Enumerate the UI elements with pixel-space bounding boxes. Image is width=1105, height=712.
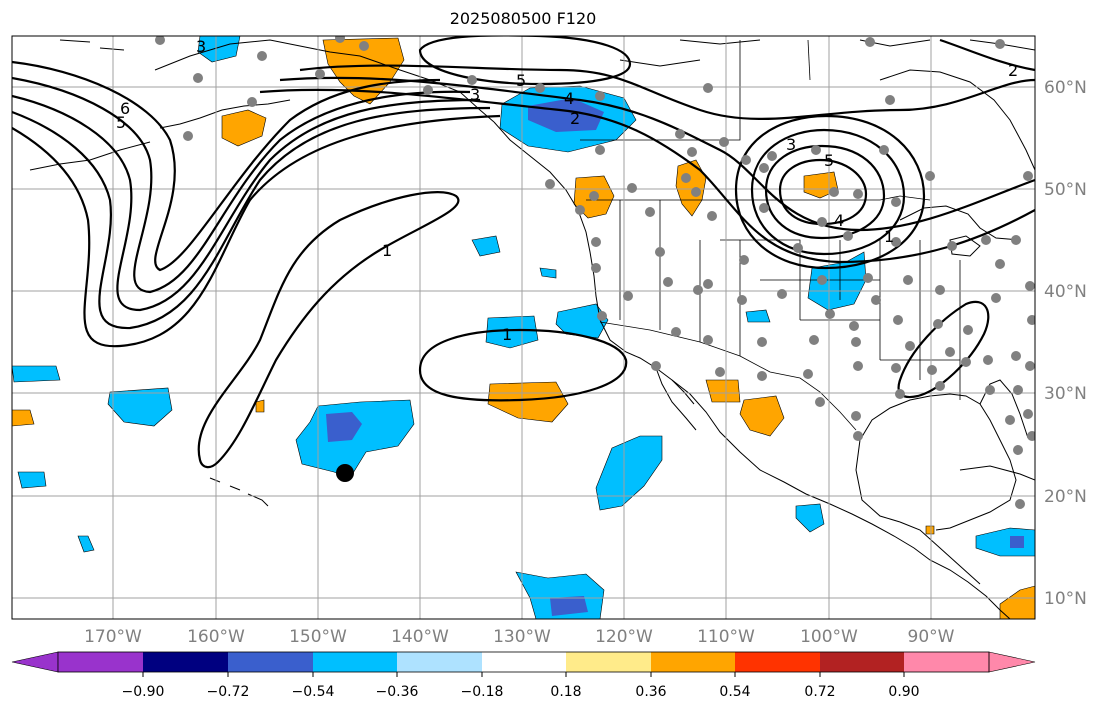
negative-anomaly-region xyxy=(295,399,415,479)
political-borders xyxy=(580,39,961,431)
contour-label: 4 xyxy=(564,89,574,108)
latitude-labels: 60°N 50°N 40°N 30°N 20°N 10°N xyxy=(1044,78,1087,609)
contour-lines xyxy=(12,36,1035,469)
positive-anomaly-region xyxy=(925,525,935,535)
colorbar-tick-label: 0.90 xyxy=(888,684,919,700)
negative-anomaly-region xyxy=(197,36,241,63)
colorbar-tick-label: 0.36 xyxy=(635,684,666,700)
contour-label: 1 xyxy=(502,325,512,344)
contour-label: 3 xyxy=(786,135,796,154)
colorbar-high-extend xyxy=(988,651,1036,673)
contour-label: 3 xyxy=(470,85,480,104)
colorbar-tick-label: −0.54 xyxy=(292,684,335,700)
negative-anomaly-region xyxy=(471,235,501,257)
longitude-labels: 170°W 160°W 150°W 140°W 130°W 120°W 110°… xyxy=(84,627,955,647)
negative-anomaly-region xyxy=(555,303,609,339)
map-frame xyxy=(11,35,1036,620)
lon-label: 90°W xyxy=(908,627,955,647)
strong-negative-core xyxy=(550,596,588,616)
lat-label: 60°N xyxy=(1044,78,1087,98)
positive-anomaly-region xyxy=(12,409,35,427)
strong-negative-core xyxy=(528,98,604,132)
colorbar-tick-label: 0.72 xyxy=(804,684,835,700)
contour-label: 2 xyxy=(570,109,580,128)
contour-label-group: 3 6 5 5 4 2 3 3 5 4 1 1 1 2 xyxy=(116,37,1018,344)
negative-anomaly-region xyxy=(17,471,47,489)
colorbar-swatch xyxy=(820,652,904,672)
colorbar-swatch xyxy=(397,652,482,672)
negative-anomaly-region xyxy=(539,267,557,279)
colorbar-swatch xyxy=(735,652,820,672)
location-marker xyxy=(336,464,354,482)
colorbar-ticks xyxy=(142,672,905,677)
anomaly-shading xyxy=(12,36,1035,619)
negative-anomaly-region xyxy=(12,365,61,383)
colorbar-swatch xyxy=(482,652,566,672)
contour-label: 2 xyxy=(1008,61,1018,80)
colorbar: −0.90 −0.72 −0.54 −0.36 −0.18 0.18 0.36 … xyxy=(11,651,1036,700)
lat-label: 50°N xyxy=(1044,180,1087,200)
contour-label: 4 xyxy=(834,211,844,230)
positive-anomaly-region xyxy=(221,109,267,147)
negative-anomaly-region xyxy=(107,387,173,427)
contour-label: 5 xyxy=(516,71,526,90)
map-title: 2025080500 F120 xyxy=(449,9,597,28)
lon-label: 120°W xyxy=(595,627,653,647)
contour-label: 1 xyxy=(884,227,894,246)
lat-label: 30°N xyxy=(1044,384,1087,404)
positive-anomaly-region xyxy=(705,379,741,403)
colorbar-swatch xyxy=(651,652,735,672)
negative-anomaly-region xyxy=(745,309,771,323)
negative-anomaly-region xyxy=(77,535,95,553)
colorbar-outline xyxy=(57,651,990,673)
colorbar-tick-label: −0.36 xyxy=(376,684,419,700)
lon-label: 150°W xyxy=(289,627,347,647)
lat-label: 10°N xyxy=(1044,589,1087,609)
contour-label: 1 xyxy=(382,241,392,260)
colorbar-swatch xyxy=(228,652,313,672)
contour-label: 6 xyxy=(120,99,130,118)
contour-label: 5 xyxy=(116,113,126,132)
colorbar-swatch xyxy=(904,652,989,672)
colorbar-swatch xyxy=(566,652,651,672)
negative-anomaly-region xyxy=(795,503,825,533)
lon-label: 130°W xyxy=(493,627,551,647)
positive-anomaly-region xyxy=(487,381,569,423)
strong-negative-core xyxy=(1010,536,1024,548)
colorbar-swatch xyxy=(143,652,228,672)
colorbar-tick-label: −0.18 xyxy=(461,684,504,700)
lon-label: 100°W xyxy=(800,627,858,647)
coastlines xyxy=(29,39,1035,619)
negative-anomaly-region xyxy=(975,527,1035,557)
contour-label: 3 xyxy=(196,37,206,56)
lon-label: 110°W xyxy=(697,627,755,647)
graticule xyxy=(12,36,1035,619)
positive-anomaly-region xyxy=(255,399,265,413)
negative-anomaly-region xyxy=(595,435,663,511)
strong-negative-core xyxy=(326,412,362,442)
colorbar-tick-label: 0.54 xyxy=(719,684,750,700)
station-dots xyxy=(155,36,1035,509)
positive-anomaly-region xyxy=(739,395,785,437)
negative-anomaly-region xyxy=(485,315,539,349)
lat-label: 20°N xyxy=(1044,487,1087,507)
lat-label: 40°N xyxy=(1044,282,1087,302)
colorbar-tick-label: 0.18 xyxy=(550,684,581,700)
colorbar-low-extend xyxy=(11,651,59,673)
lon-label: 170°W xyxy=(84,627,142,647)
colorbar-swatch xyxy=(313,652,397,672)
colorbar-tick-label: −0.90 xyxy=(122,684,165,700)
contour-label: 5 xyxy=(824,151,834,170)
positive-anomaly-region xyxy=(999,585,1035,619)
colorbar-swatch xyxy=(58,652,143,672)
lon-label: 140°W xyxy=(391,627,449,647)
lon-label: 160°W xyxy=(187,627,245,647)
colorbar-tick-label: −0.72 xyxy=(207,684,250,700)
